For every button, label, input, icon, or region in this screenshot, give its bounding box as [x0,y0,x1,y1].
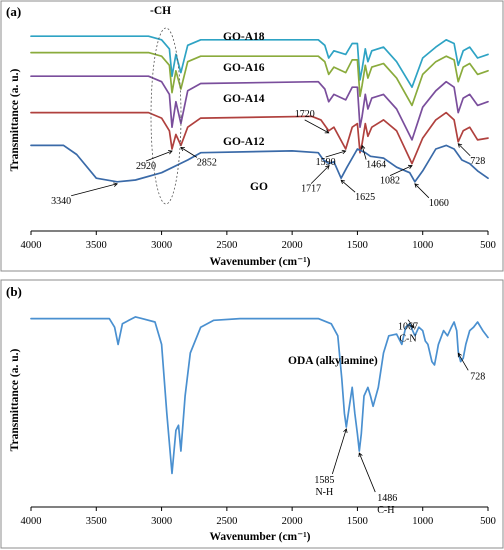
panel-a-x-tick-label: 4000 [21,240,42,251]
panel-b-x-tick-label: 3000 [151,516,172,527]
panel-b-annotation-arrow [331,428,347,475]
panel-a-peak-label-2852: 2852 [197,157,217,168]
panel-a-peak-label-1464: 1464 [366,160,386,171]
panel-b-peak-label-1486: 1486 [377,493,397,504]
panel-a: (a) -CH GO-A18 GO-A16 GO-A14 GO-A12 GO 3340 1… [0,0,504,272]
panel-b-annotation-arrowhead [457,352,462,358]
panel-a-series-go [30,144,489,183]
panel-a-y-axis-title: Transmittance (a. u.) [9,69,21,172]
panel-a-annotation-arrowhead [341,149,347,155]
panel-b-x-tick-label: 1500 [347,516,368,527]
panel-b-annotation-arrow [457,353,469,371]
panel-a-peak-label-1060: 1060 [429,198,449,209]
panel-b-annotation-arrow [407,319,415,328]
panel-b-x-ticks: 4000 3500 3000 2500 2000 1500 1000 500 [21,507,496,527]
panel-a-x-axis-title: Wavenumber (cm⁻¹) [210,256,311,268]
ch-region-ellipse [150,27,182,205]
panel-a-annotation-arrowhead [325,165,330,170]
panel-a-annotation-arrow [145,150,173,162]
panel-a-x-tick-label: 3500 [86,240,107,251]
panel-a-x-tick-label: 500 [480,240,496,251]
panel-a-series-label-go-a14: GO-A14 [223,93,265,105]
panel-a-series-go-a12 [30,111,489,165]
panel-a-peak-label-1625: 1625 [355,192,375,203]
panel-a-annotation-arrowhead [457,143,463,148]
panel-a-annotation-arrowhead [407,164,413,170]
panel-a-series-label-go: GO [250,181,268,193]
panel-b-frame [0,279,504,549]
panel-b-peak-label-1585: 1585 [314,475,334,486]
panel-b-x-tick-label: 1000 [412,516,433,527]
panel-a-peak-label-1590: 1590 [316,157,336,168]
panel-a-peak-label-1717: 1717 [301,184,321,195]
panel-b-series-label-oda-alkylamine: ODA (alkylamine) [288,355,378,367]
panel-a-annotation-arrow [71,183,118,197]
ch-region-label: -CH [150,5,171,17]
panel-a-series-label-go-a12: GO-A12 [223,136,265,148]
panel-b-peak-label-728: 728 [470,371,485,382]
panel-a-annotation-arrow [304,119,329,134]
panel-b-x-axis-title: Wavenumber (cm⁻¹) [210,531,311,543]
panel-a-peak-annotations: 3340 1717 1625 1060 2920 2852 1720 1590 1464 1082… [51,109,485,209]
panel-b-peak-label-1067: 1067 [398,322,418,333]
panel-a-annotation-arrow [310,165,330,184]
panel-b-annotation-arrowhead [410,323,415,329]
panel-a-x-tick-label: 2000 [282,240,303,251]
panel-a-peak-label-1720: 1720 [295,109,315,120]
panel-b-x-tick-label: 4000 [21,516,42,527]
panel-b-annotation-arrow [358,452,376,493]
panel-a-series-label-go-a18: GO-A18 [223,31,265,43]
panel-a-series-go-a16 [30,51,489,107]
panel-b-series-labels: ODA (alkylamine) [288,355,378,367]
panel-a-label: (a) [6,4,21,19]
panel-a-annotation-arrowhead [180,146,185,152]
panel-a-frame [0,0,504,272]
panel-a-annotation-arrowhead [113,182,118,187]
panel-a-annotation-arrow [340,179,356,193]
panel-a-x-tick-label: 3000 [151,240,172,251]
panel-b-label: (b) [6,284,22,299]
panel-a-annotation-arrow [389,165,413,176]
panel-a-annotation-arrow [361,145,367,160]
panel-a-annotation-arrowhead [414,183,419,188]
panel-a-series-go-a14 [30,75,489,141]
panel-a-x-tick-label: 1000 [412,240,433,251]
panel-b-series-group [30,316,489,475]
panel-a-annotation-arrowhead [360,144,366,150]
panel-a-annotation-arrow [325,150,346,158]
panel-b-peak-sublabel-c-n: C-N [399,334,416,345]
panel-a-series-label-go-a16: GO-A16 [223,62,265,74]
panel-b-series-oda-alkylamine [30,316,489,475]
panel-a-annotation-arrow [414,183,430,199]
panel-a-peak-label-728: 728 [470,156,485,167]
panel-a-x-tick-label: 1500 [347,240,368,251]
panel-a-annotation-arrow [180,147,198,158]
panel-b-x-tick-label: 3500 [86,516,107,527]
panel-a-annotation-arrowhead [324,129,330,134]
panel-b-x-tick-label: 500 [480,516,496,527]
panel-a-x-tick-label: 2500 [216,240,237,251]
panel-b-peak-sublabel-c-h: C-H [377,505,394,516]
panel-a-peak-label-1082: 1082 [380,176,400,187]
panel-a-x-ticks: 4000 3500 3000 2500 2000 1500 1000 500 [21,231,496,251]
panel-a-annotation-arrow [457,143,471,157]
panel-a-series-labels: GO-A18 GO-A16 GO-A14 GO-A12 GO [223,31,268,193]
panel-b-annotation-arrowhead [343,428,348,433]
panel-b-x-tick-label: 2000 [282,516,303,527]
panel-a-series-group [30,35,489,183]
panel-b-x-tick-label: 2500 [216,516,237,527]
panel-b-annotation-arrowhead [358,452,363,458]
panel-b-y-axis-title: Transmittance (a. u.) [9,349,21,452]
panel-a-annotation-arrowhead [167,150,173,155]
panel-a-peak-label-2920: 2920 [136,161,156,172]
panel-b-peak-sublabel-n-h: N-H [315,487,333,498]
panel-a-annotation-arrowhead [340,179,346,185]
panel-a-peak-label-3340: 3340 [51,196,71,207]
